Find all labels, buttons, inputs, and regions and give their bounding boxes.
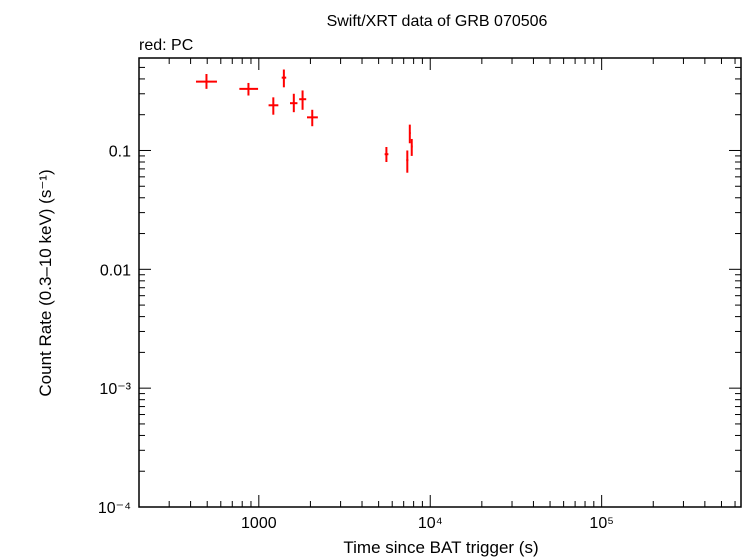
x-axis-ticks: 1000 10⁴ 10⁵ — [138, 58, 736, 532]
data-point — [408, 124, 411, 144]
x-tick-label: 10⁵ — [589, 515, 613, 532]
plot-frame — [138, 57, 742, 508]
data-point — [281, 69, 287, 88]
data-point — [299, 90, 307, 110]
y-axis-ticks: 0.1 0.01 10⁻³ 10⁻⁴ — [98, 66, 741, 517]
chart-subtitle: red: PC — [139, 37, 193, 54]
x-tick-label: 1000 — [241, 515, 277, 532]
x-axis-label: Time since BAT trigger (s) — [343, 538, 538, 557]
plot-axes — [138, 57, 742, 508]
data-series — [195, 69, 413, 173]
y-tick-label: 10⁻⁴ — [98, 500, 131, 517]
y-tick-label: 0.01 — [100, 262, 131, 279]
x-tick-label: 10⁴ — [418, 515, 443, 532]
data-point — [268, 97, 279, 115]
y-tick-label: 10⁻³ — [99, 381, 131, 398]
data-point — [384, 146, 389, 162]
data-point — [289, 93, 298, 113]
data-point — [306, 109, 318, 127]
y-tick-label: 0.1 — [109, 143, 131, 160]
data-point — [195, 74, 217, 89]
chart-title: Swift/XRT data of GRB 070506 — [327, 13, 548, 30]
data-point — [239, 82, 259, 96]
y-axis-label: Count Rate (0.3–10 keV) (s⁻¹) — [36, 169, 55, 396]
data-point — [410, 138, 413, 156]
data-point — [406, 150, 409, 173]
